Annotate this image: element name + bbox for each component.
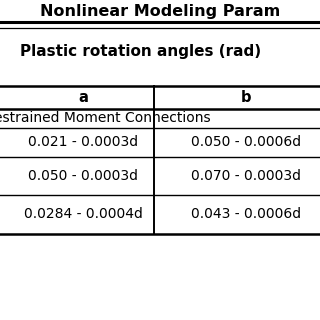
- Text: 0.050 - 0.0006d: 0.050 - 0.0006d: [191, 135, 301, 149]
- Text: 0.0284 - 0.0004d: 0.0284 - 0.0004d: [24, 207, 143, 221]
- Text: b: b: [241, 90, 252, 105]
- Text: Nonlinear Modeling Param: Nonlinear Modeling Param: [40, 4, 280, 19]
- Text: 0.050 - 0.0003d: 0.050 - 0.0003d: [28, 169, 138, 183]
- Text: estrained Moment Connections: estrained Moment Connections: [0, 111, 210, 125]
- Text: 0.070 - 0.0003d: 0.070 - 0.0003d: [191, 169, 301, 183]
- Text: a: a: [78, 90, 88, 105]
- Text: 0.021 - 0.0003d: 0.021 - 0.0003d: [28, 135, 138, 149]
- Text: 0.043 - 0.0006d: 0.043 - 0.0006d: [191, 207, 301, 221]
- Text: Plastic rotation angles (rad): Plastic rotation angles (rad): [20, 44, 261, 59]
